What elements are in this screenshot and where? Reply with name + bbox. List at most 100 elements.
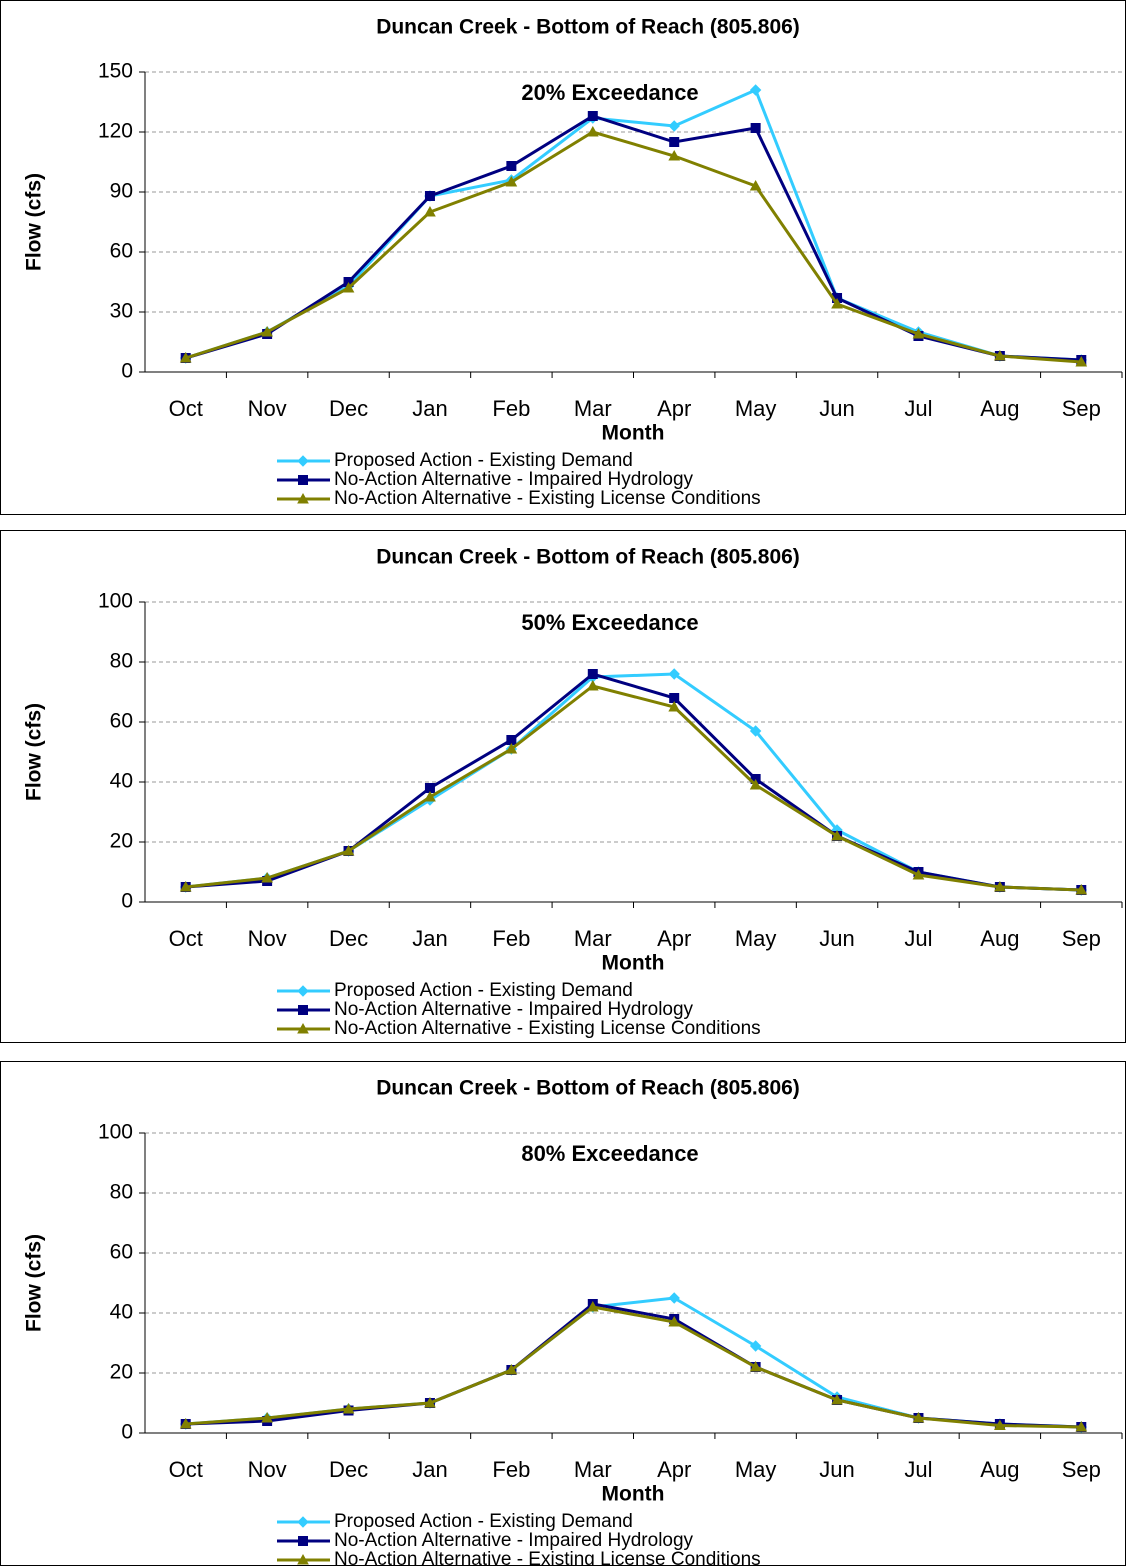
chart-title: Duncan Creek - Bottom of Reach (805.806) bbox=[376, 16, 800, 39]
legend-label: Proposed Action - Existing Demand bbox=[334, 980, 633, 1001]
x-tick-label: Dec bbox=[329, 1457, 368, 1482]
y-tick-label: 120 bbox=[98, 120, 133, 143]
x-tick-label: Oct bbox=[169, 926, 203, 951]
x-tick-label: Jan bbox=[412, 926, 447, 951]
marker bbox=[668, 1292, 680, 1304]
marker bbox=[297, 1516, 309, 1528]
marker bbox=[505, 742, 518, 754]
y-tick-label: 60 bbox=[110, 710, 133, 733]
legend-label: Proposed Action - Existing Demand bbox=[334, 450, 633, 471]
marker bbox=[669, 137, 680, 147]
x-tick-label: Oct bbox=[169, 1457, 203, 1482]
x-tick-label: Mar bbox=[574, 1457, 612, 1482]
chart: Duncan Creek - Bottom of Reach (805.806)… bbox=[0, 1061, 1126, 1566]
marker bbox=[179, 351, 192, 363]
x-tick-label: Sep bbox=[1062, 396, 1101, 421]
x-tick-label: Feb bbox=[492, 926, 530, 951]
annotation: 80% Exceedance bbox=[521, 1141, 698, 1166]
marker bbox=[505, 1363, 518, 1375]
x-tick-label: Aug bbox=[980, 1457, 1019, 1482]
chart-title: Duncan Creek - Bottom of Reach (805.806) bbox=[376, 1077, 800, 1100]
y-tick-label: 60 bbox=[110, 240, 133, 263]
marker bbox=[994, 349, 1006, 361]
marker bbox=[342, 1402, 355, 1414]
marker bbox=[298, 475, 308, 485]
marker bbox=[297, 492, 309, 504]
marker bbox=[994, 880, 1006, 892]
series-line bbox=[185, 1302, 1082, 1429]
marker bbox=[668, 149, 681, 161]
marker bbox=[749, 725, 762, 737]
legend-label: No-Action Alternative - Existing License… bbox=[334, 488, 761, 509]
marker bbox=[749, 778, 762, 790]
marker bbox=[179, 880, 192, 892]
x-tick-label: Apr bbox=[657, 1457, 691, 1482]
chart: Duncan Creek - Bottom of Reach (805.806)… bbox=[0, 530, 1126, 1043]
x-axis-label: Month bbox=[602, 422, 665, 445]
marker bbox=[506, 161, 517, 171]
chart-border bbox=[0, 530, 1126, 1043]
marker bbox=[586, 125, 599, 137]
y-tick-label: 60 bbox=[110, 1241, 133, 1264]
marker bbox=[912, 868, 925, 880]
y-tick-label: 150 bbox=[98, 60, 133, 83]
marker bbox=[912, 1411, 925, 1423]
x-tick-label: Nov bbox=[248, 1457, 287, 1482]
legend-label: No-Action Alternative - Existing License… bbox=[334, 1549, 761, 1566]
y-axis-label: Flow (cfs) bbox=[23, 703, 46, 801]
series-line bbox=[185, 1296, 1082, 1429]
x-tick-label: Jun bbox=[819, 1457, 854, 1482]
marker bbox=[587, 111, 598, 121]
x-axis-label: Month bbox=[602, 1483, 665, 1506]
marker bbox=[1075, 1420, 1088, 1432]
chart: Duncan Creek - Bottom of Reach (805.806)… bbox=[0, 0, 1126, 515]
x-tick-label: Jun bbox=[819, 926, 854, 951]
marker bbox=[261, 1411, 273, 1423]
marker bbox=[912, 327, 925, 339]
series-line bbox=[185, 1305, 1082, 1429]
marker bbox=[749, 179, 762, 191]
x-tick-label: Jun bbox=[819, 396, 854, 421]
legend-label: No-Action Alternative - Impaired Hydrolo… bbox=[334, 469, 694, 490]
x-tick-label: Feb bbox=[492, 1457, 530, 1482]
marker bbox=[750, 123, 761, 133]
x-tick-label: May bbox=[735, 1457, 777, 1482]
marker bbox=[424, 790, 436, 802]
marker bbox=[831, 1393, 843, 1405]
x-tick-label: Oct bbox=[169, 396, 203, 421]
marker bbox=[261, 871, 273, 883]
x-tick-label: May bbox=[735, 396, 777, 421]
marker bbox=[1075, 883, 1088, 895]
y-axis-label: Flow (cfs) bbox=[23, 173, 46, 271]
marker bbox=[587, 669, 598, 679]
marker bbox=[424, 1396, 436, 1408]
x-tick-label: Apr bbox=[657, 396, 691, 421]
legend-label: No-Action Alternative - Existing License… bbox=[334, 1018, 761, 1039]
series-line bbox=[185, 130, 1082, 364]
marker bbox=[424, 191, 435, 201]
marker bbox=[668, 700, 681, 712]
y-tick-label: 0 bbox=[121, 360, 133, 383]
x-tick-label: Jan bbox=[412, 1457, 447, 1482]
series-line bbox=[185, 684, 1082, 892]
y-tick-label: 100 bbox=[98, 590, 133, 613]
y-tick-label: 20 bbox=[110, 1361, 133, 1384]
legend-label: No-Action Alternative - Impaired Hydrolo… bbox=[334, 999, 694, 1020]
x-tick-label: Sep bbox=[1062, 1457, 1101, 1482]
x-tick-label: Jul bbox=[904, 1457, 932, 1482]
x-tick-label: Dec bbox=[329, 396, 368, 421]
y-tick-label: 100 bbox=[98, 1121, 133, 1144]
marker bbox=[298, 1005, 308, 1015]
y-tick-label: 80 bbox=[110, 1181, 133, 1204]
x-tick-label: Apr bbox=[657, 926, 691, 951]
x-tick-label: Aug bbox=[980, 396, 1019, 421]
marker bbox=[261, 325, 273, 337]
marker bbox=[831, 829, 843, 841]
x-tick-label: Jul bbox=[904, 926, 932, 951]
x-tick-label: Nov bbox=[248, 396, 287, 421]
marker bbox=[297, 1022, 309, 1034]
x-tick-label: Mar bbox=[574, 396, 612, 421]
annotation: 50% Exceedance bbox=[521, 610, 698, 635]
marker bbox=[994, 1419, 1006, 1430]
